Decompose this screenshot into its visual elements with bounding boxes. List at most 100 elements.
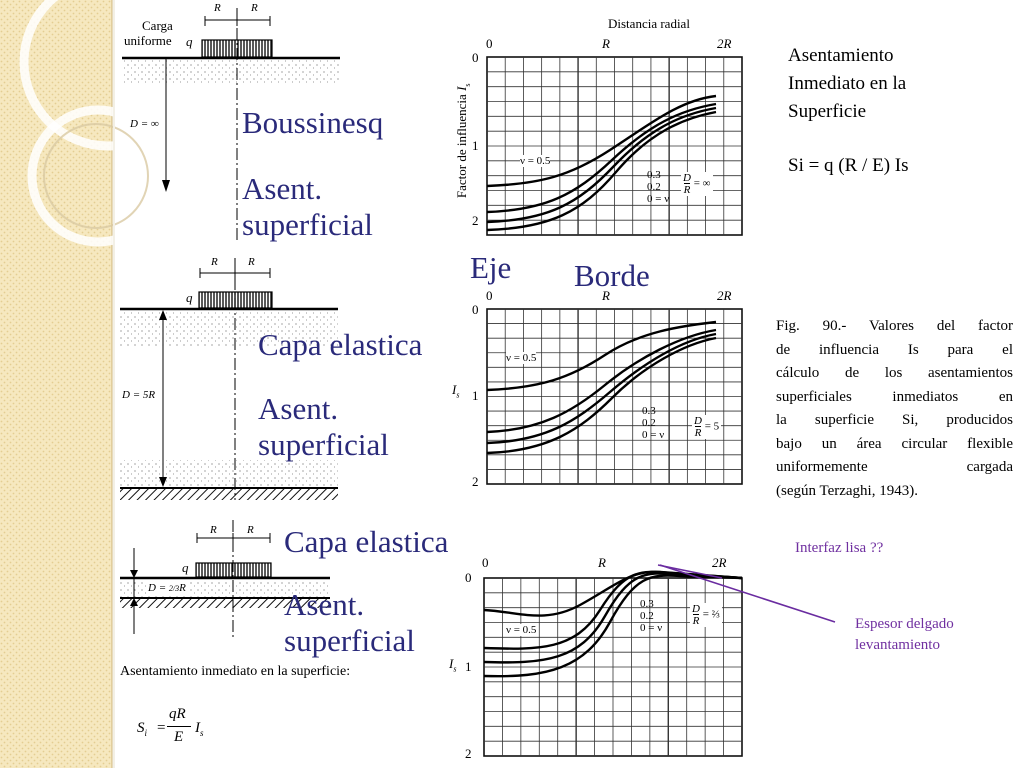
figure-caption: Fig. 90.- Valores del factor de influenc…	[776, 315, 1013, 503]
y-axis-label: Factor de influencia	[454, 94, 470, 199]
graph-halfspace	[486, 56, 743, 236]
formula-fraction-bar	[167, 726, 191, 727]
r-label-1b: R	[251, 2, 258, 14]
bottom-caption: Asentamiento inmediato en la superficie:	[120, 664, 351, 679]
curve-nu-02	[486, 332, 717, 445]
graph-2-y-tick-1: 1	[472, 388, 479, 403]
annotation-espesor-line2: levantamiento	[855, 637, 940, 653]
graph-2-nu-0: 0 = ν	[642, 429, 665, 441]
graph-1-x-tick-0: 0	[486, 36, 493, 51]
curve-nu-02	[483, 572, 743, 664]
graph-3-y-i: I	[449, 656, 454, 671]
caption-line: (según Terzaghi, 1943).	[776, 482, 918, 499]
curve-nu-0	[486, 110, 717, 232]
graph-1-nu-03: 0.3	[647, 169, 661, 181]
graph-1-y-tick-2: 2	[472, 213, 479, 228]
y-axis-symbol-sub: s	[462, 83, 472, 87]
formula-is-sub: s	[200, 728, 204, 738]
graph-1-nu-05: ν = 0.5	[520, 155, 551, 167]
graph-1-y-tick-0: 0	[472, 50, 479, 65]
graph-3-grid	[483, 577, 743, 757]
depth-label-3-prefix: D =	[148, 582, 169, 594]
graph-2-y-i-sub: s	[456, 390, 460, 400]
formula-is: Is	[195, 720, 204, 738]
graph-layer-5r	[486, 308, 743, 485]
graph-3-nu-0: 0 = ν	[640, 622, 663, 634]
formula-denominator: E	[174, 729, 184, 745]
label-borde: Borde	[574, 258, 650, 293]
caption-line: superficiales inmediatos en	[776, 388, 1013, 405]
annotation-espesor: Espesor delgado levantamiento	[855, 614, 954, 656]
load-label-uniforme: uniforme	[124, 33, 172, 48]
r-label-1a: R	[214, 2, 221, 14]
formula-equals: =	[157, 720, 166, 736]
d-over-r-num-3: D	[692, 603, 700, 615]
graph-2-x-tick-r: R	[602, 288, 610, 303]
d-over-r-val-2: = 5	[704, 420, 720, 433]
graph-1-y-axis-title: Factor de influencia Is	[454, 61, 472, 221]
annotation-espesor-line1: Espesor delgado	[855, 616, 954, 632]
graph-3-x-tick-2r: 2R	[712, 555, 727, 570]
caption-line: bajo un área circular flexible	[776, 435, 1013, 452]
label-capa-elastica-2: Capa elastica	[284, 524, 449, 559]
note-title-line1: Asentamiento	[788, 45, 894, 66]
note-title-line3: Superficie	[788, 101, 867, 122]
d-over-r-den-2: R	[694, 426, 702, 439]
graph-1-y-tick-1: 1	[472, 138, 479, 153]
formula-lhs: Si	[137, 720, 147, 738]
r-label-3b: R	[247, 524, 254, 536]
label-superficial-1: superficial	[242, 207, 373, 242]
depth-label-3-fraction: 2/3	[168, 584, 180, 593]
graph-1-curves	[486, 94, 717, 232]
graph-1-nu-0: 0 = ν	[647, 193, 670, 205]
graph-2-x-tick-2r: 2R	[717, 288, 732, 303]
depth-label-1: D = ∞	[130, 118, 159, 130]
r-label-3a: R	[210, 524, 217, 536]
curve-nu-02	[486, 106, 717, 224]
caption-line: Fig. 90.- Valores del factor	[776, 318, 1013, 334]
graph-2-nu-03: 0.3	[642, 405, 656, 417]
curve-nu-05	[486, 320, 717, 392]
formula-settlement: Si = qR E Is	[137, 706, 227, 750]
graph-3-curves	[483, 570, 743, 678]
graph-3-y-symbol: Is	[449, 656, 456, 674]
caption-line: de influencia Is para el	[776, 341, 1013, 358]
graph-2-nu-02: 0.2	[642, 417, 656, 429]
graph-3-nu-03: 0.3	[640, 598, 654, 610]
graph-2-x-tick-0: 0	[486, 288, 493, 303]
annotation-interfaz: Interfaz lisa ??	[795, 540, 884, 556]
depth-label-2: D = 5R	[122, 389, 156, 401]
formula-i: I	[195, 720, 200, 736]
formula-s: S	[137, 720, 145, 736]
graph-3-y-tick-2: 2	[465, 746, 472, 761]
label-capa-elastica-1: Capa elastica	[258, 327, 423, 362]
curve-nu-05	[486, 94, 717, 188]
d-over-r-val-1: = ∞	[693, 177, 711, 190]
graph-2-y-i: I	[452, 382, 457, 397]
q-label-2: q	[186, 290, 193, 305]
graph-2-nu-05: ν = 0.5	[506, 352, 537, 364]
graph-2-y-symbol: Is	[452, 382, 459, 400]
label-superficial-3: superficial	[284, 623, 415, 658]
d-over-r-den-1: R	[683, 183, 691, 196]
formula-numerator: qR	[169, 706, 186, 722]
depth-label-3-suffix: R	[179, 582, 186, 594]
label-eje: Eje	[470, 250, 512, 285]
diagram-halfspace	[122, 8, 340, 240]
d-over-r-num-1: D	[683, 172, 691, 184]
load-label-carga: Carga	[142, 18, 173, 33]
diagram-layer-5r	[120, 258, 338, 500]
label-superficial-2: superficial	[258, 427, 389, 462]
d-over-r-val-3: = ⅔	[702, 608, 720, 621]
note-title-line2: Inmediato en la	[788, 73, 907, 94]
curve-nu-0	[486, 336, 717, 455]
graph-1-x-tick-r: R	[602, 36, 610, 51]
graph-thin-layer	[483, 570, 743, 757]
graph-3-x-tick-r: R	[598, 555, 606, 570]
caption-line: cálculo de los asentamientos	[776, 365, 1013, 381]
graph-3-y-i-sub: s	[453, 664, 457, 674]
